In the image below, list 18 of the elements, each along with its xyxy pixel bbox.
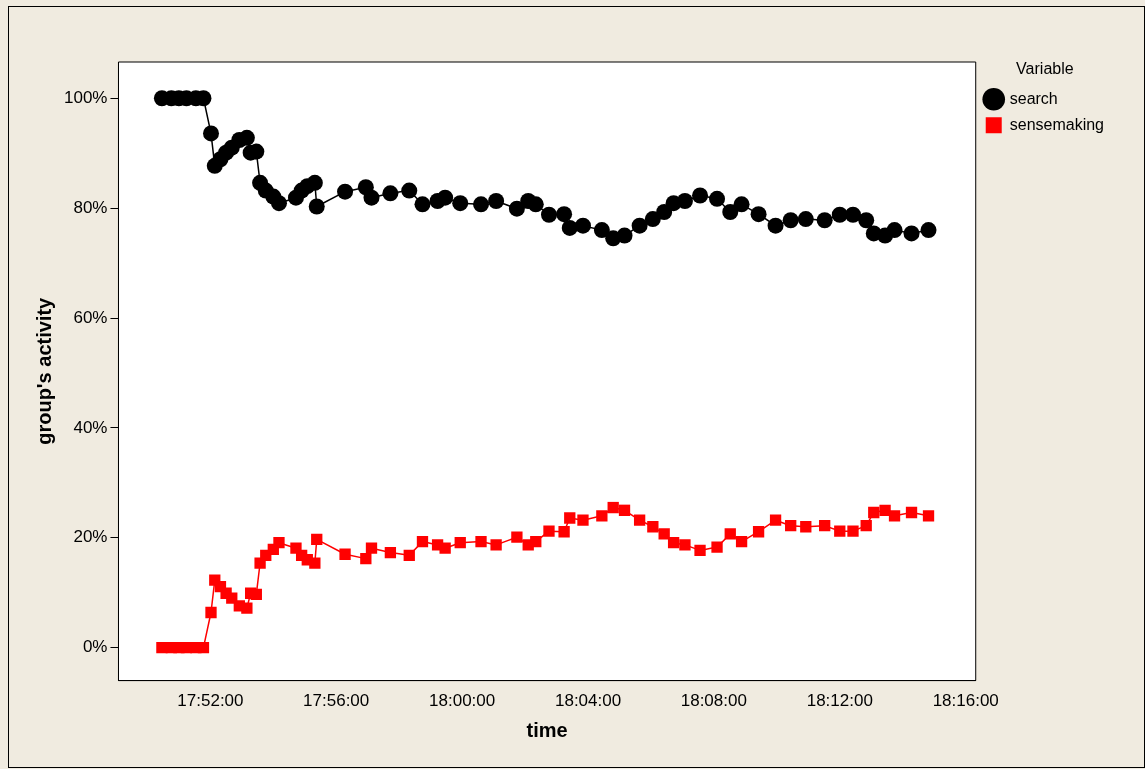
x-tick-label: 18:04:00	[554, 691, 622, 711]
x-tick-label: 17:52:00	[177, 691, 244, 711]
y-tick-label: 20%	[73, 527, 108, 547]
legend-label: search	[1009, 89, 1058, 107]
y-tick-label: 100%	[64, 87, 108, 107]
x-tick-label: 18:00:00	[429, 691, 496, 711]
y-tick-label: 0%	[82, 637, 108, 657]
y-tick-label: 80%	[73, 197, 108, 217]
x-axis-title: time	[526, 718, 568, 741]
x-tick-label: 18:12:00	[806, 691, 873, 711]
x-tick-label: 18:16:00	[932, 691, 999, 711]
y-axis-title: group's activity	[32, 296, 55, 445]
y-tick-label: 40%	[73, 417, 108, 437]
x-tick-label: 18:08:00	[680, 691, 747, 711]
x-tick-label: 17:56:00	[303, 691, 370, 711]
legend-title: Variable	[1016, 60, 1074, 78]
y-tick-label: 60%	[73, 307, 108, 327]
legend-label: sensemaking	[1009, 115, 1105, 133]
